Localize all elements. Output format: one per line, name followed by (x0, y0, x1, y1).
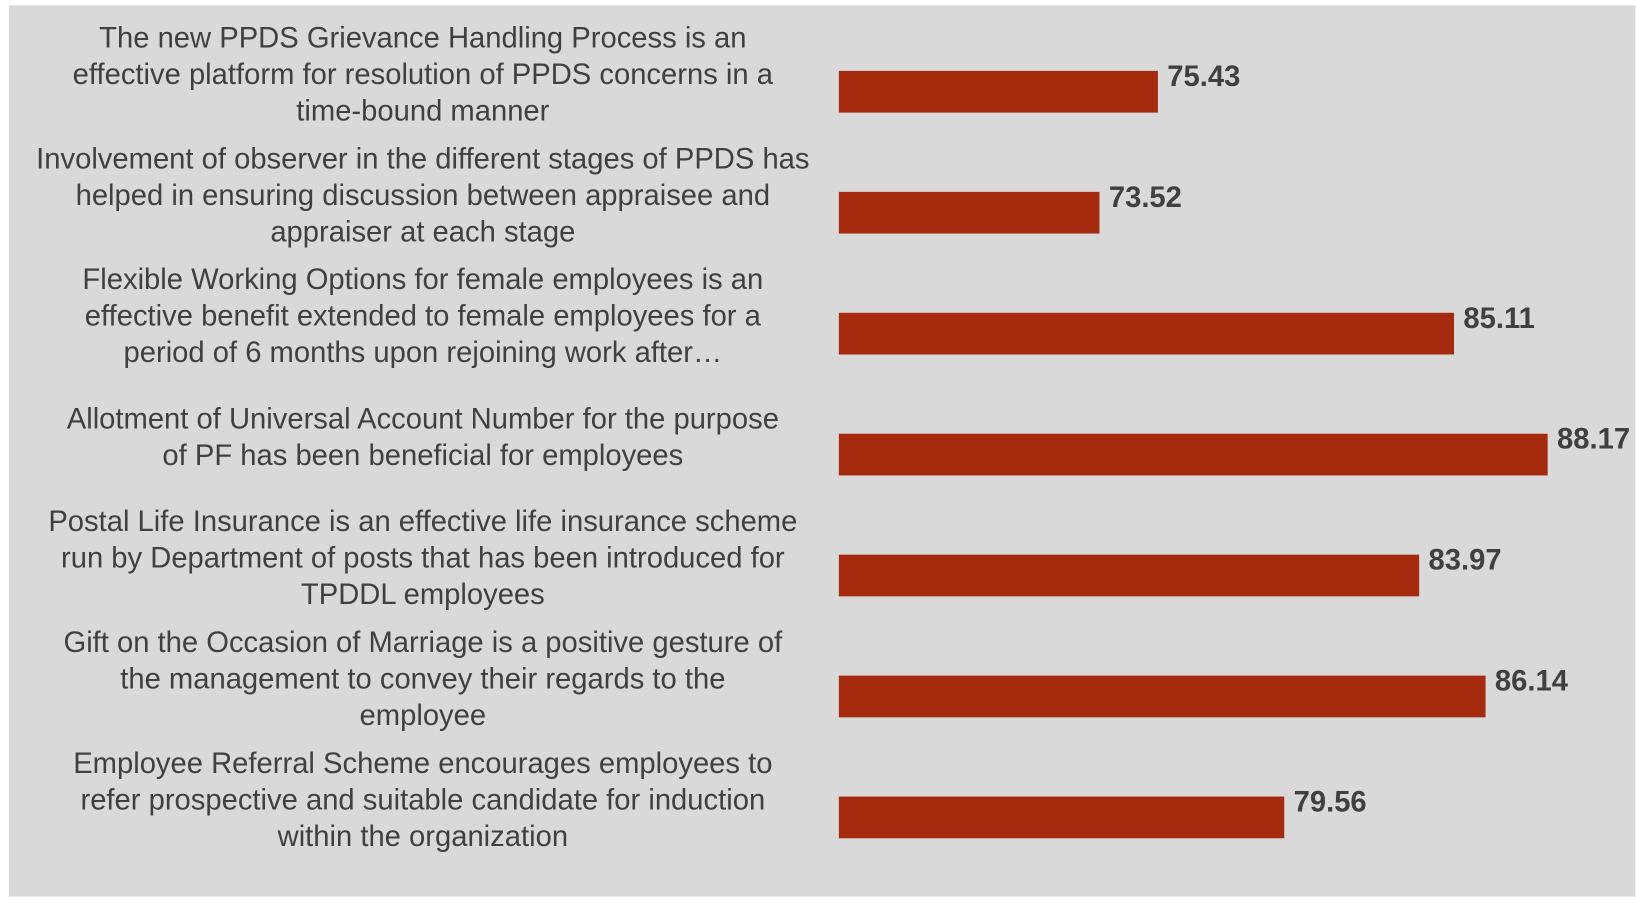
category-label: Flexible Working Options for female empl… (82, 264, 763, 296)
bar (838, 433, 1548, 476)
category-label: employee (360, 700, 487, 732)
bar (838, 191, 1100, 234)
category-label: helped in ensuring discussion between ap… (76, 180, 771, 212)
data-label: 79.56 (1294, 787, 1367, 819)
category-label: Gift on the Occasion of Marriage is a po… (64, 627, 784, 659)
data-label: 83.97 (1429, 545, 1502, 577)
category-label: of PF has been beneficial for employees (162, 440, 683, 472)
category-label: Involvement of observer in the different… (36, 143, 809, 175)
category-label: appraiser at each stage (270, 216, 575, 248)
category-label: The new PPDS Grievance Handling Process … (99, 22, 746, 54)
data-label: 85.11 (1463, 303, 1534, 335)
category-label: Employee Referral Scheme encourages empl… (73, 748, 772, 780)
category-label: Postal Life Insurance is an effective li… (48, 506, 797, 538)
category-label: period of 6 months upon rejoining work a… (124, 337, 723, 369)
category-label: time-bound manner (296, 95, 549, 127)
category-label: Allotment of Universal Account Number fo… (67, 403, 779, 435)
bar (838, 675, 1486, 718)
data-label: 73.52 (1109, 182, 1182, 214)
category-label: within the organization (277, 821, 568, 853)
bar (838, 554, 1420, 597)
category-label: TPDDL employees (301, 579, 545, 611)
bar (838, 796, 1285, 839)
category-label: refer prospective and suitable candidate… (80, 784, 765, 816)
data-label: 75.43 (1167, 61, 1240, 93)
category-label: effective benefit extended to female emp… (85, 301, 762, 333)
category-label: the management to convey their regards t… (120, 664, 725, 696)
bar (838, 312, 1455, 355)
bar (838, 70, 1158, 113)
category-label: effective platform for resolution of PPD… (73, 59, 774, 91)
data-label: 86.14 (1495, 666, 1569, 698)
data-label: 88.17 (1557, 424, 1630, 456)
category-label: run by Department of posts that has been… (61, 543, 785, 575)
